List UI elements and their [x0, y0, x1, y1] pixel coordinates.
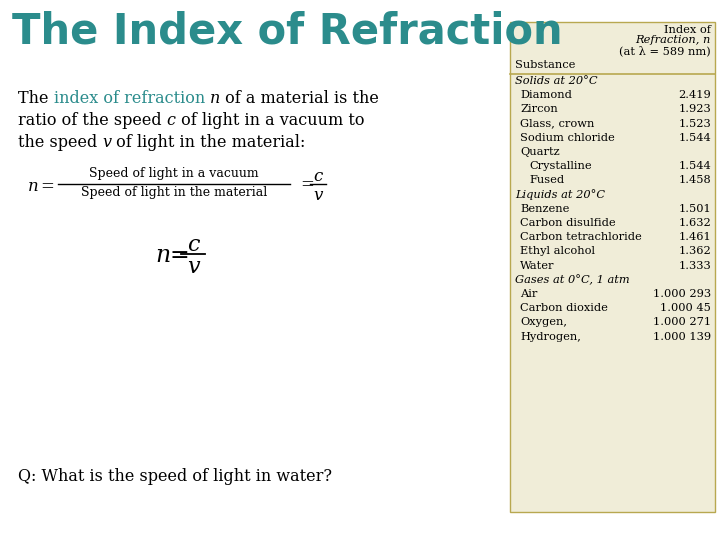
Text: index of refraction: index of refraction: [53, 90, 205, 107]
Text: of light in the material:: of light in the material:: [112, 134, 306, 151]
Text: 1.501: 1.501: [678, 204, 711, 214]
Text: =: =: [40, 178, 54, 195]
Text: Gases at 0°C, 1 atm: Gases at 0°C, 1 atm: [515, 275, 629, 286]
Text: =: =: [169, 244, 189, 267]
Text: of a material is the: of a material is the: [220, 90, 379, 107]
Text: Fused: Fused: [529, 176, 564, 185]
Text: Refraction, n: Refraction, n: [636, 35, 711, 45]
Text: Speed of light in the material: Speed of light in the material: [81, 186, 267, 199]
Text: Zircon: Zircon: [520, 104, 558, 114]
Text: ratio of the speed: ratio of the speed: [18, 112, 167, 129]
Text: 1.544: 1.544: [678, 133, 711, 143]
Text: Carbon disulfide: Carbon disulfide: [520, 218, 616, 228]
Text: Ethyl alcohol: Ethyl alcohol: [520, 246, 595, 256]
Text: Oxygen,: Oxygen,: [520, 318, 567, 327]
Text: The Index of Refraction: The Index of Refraction: [12, 10, 562, 52]
Text: 1.000 139: 1.000 139: [653, 332, 711, 342]
Text: Carbon tetrachloride: Carbon tetrachloride: [520, 232, 642, 242]
Text: 1.000 45: 1.000 45: [660, 303, 711, 313]
Text: =: =: [300, 176, 314, 193]
Text: 1.923: 1.923: [678, 104, 711, 114]
Text: 1.000 271: 1.000 271: [653, 318, 711, 327]
Text: Air: Air: [520, 289, 537, 299]
Text: Benzene: Benzene: [520, 204, 570, 214]
Text: n: n: [155, 244, 170, 267]
Text: 1.461: 1.461: [678, 232, 711, 242]
Text: of light in a vacuum to: of light in a vacuum to: [176, 112, 364, 129]
Text: Hydrogen,: Hydrogen,: [520, 332, 581, 342]
Text: Water: Water: [520, 261, 554, 271]
Bar: [510, 22, 715, 512]
Text: Carbon dioxide: Carbon dioxide: [520, 303, 608, 313]
Text: Speed of light in a vacuum: Speed of light in a vacuum: [89, 167, 258, 180]
Text: Q: What is the speed of light in water?: Q: What is the speed of light in water?: [18, 468, 332, 485]
Text: v: v: [313, 187, 323, 204]
Text: 1.000 293: 1.000 293: [653, 289, 711, 299]
Text: c: c: [167, 112, 176, 129]
Text: c: c: [186, 234, 199, 256]
Text: 2.419: 2.419: [678, 90, 711, 100]
Text: Solids at 20°C: Solids at 20°C: [515, 76, 598, 86]
Text: the speed: the speed: [18, 134, 102, 151]
Text: Quartz: Quartz: [520, 147, 559, 157]
Text: Index of: Index of: [664, 25, 711, 35]
Text: Sodium chloride: Sodium chloride: [520, 133, 615, 143]
Text: 1.544: 1.544: [678, 161, 711, 171]
Text: 1.523: 1.523: [678, 119, 711, 129]
Text: v: v: [186, 256, 199, 278]
Text: The: The: [18, 90, 53, 107]
Text: 1.632: 1.632: [678, 218, 711, 228]
Text: Liquids at 20°C: Liquids at 20°C: [515, 190, 605, 200]
Text: 1.362: 1.362: [678, 246, 711, 256]
Text: n: n: [210, 90, 220, 107]
Text: Substance: Substance: [515, 60, 575, 70]
Text: 1.333: 1.333: [678, 261, 711, 271]
Text: Diamond: Diamond: [520, 90, 572, 100]
Text: 1.458: 1.458: [678, 176, 711, 185]
Text: Glass, crown: Glass, crown: [520, 119, 595, 129]
Text: c: c: [313, 168, 323, 185]
Text: Crystalline: Crystalline: [529, 161, 592, 171]
Text: n: n: [28, 178, 39, 195]
Text: (at λ = 589 nm): (at λ = 589 nm): [619, 45, 711, 56]
Text: v: v: [102, 134, 112, 151]
